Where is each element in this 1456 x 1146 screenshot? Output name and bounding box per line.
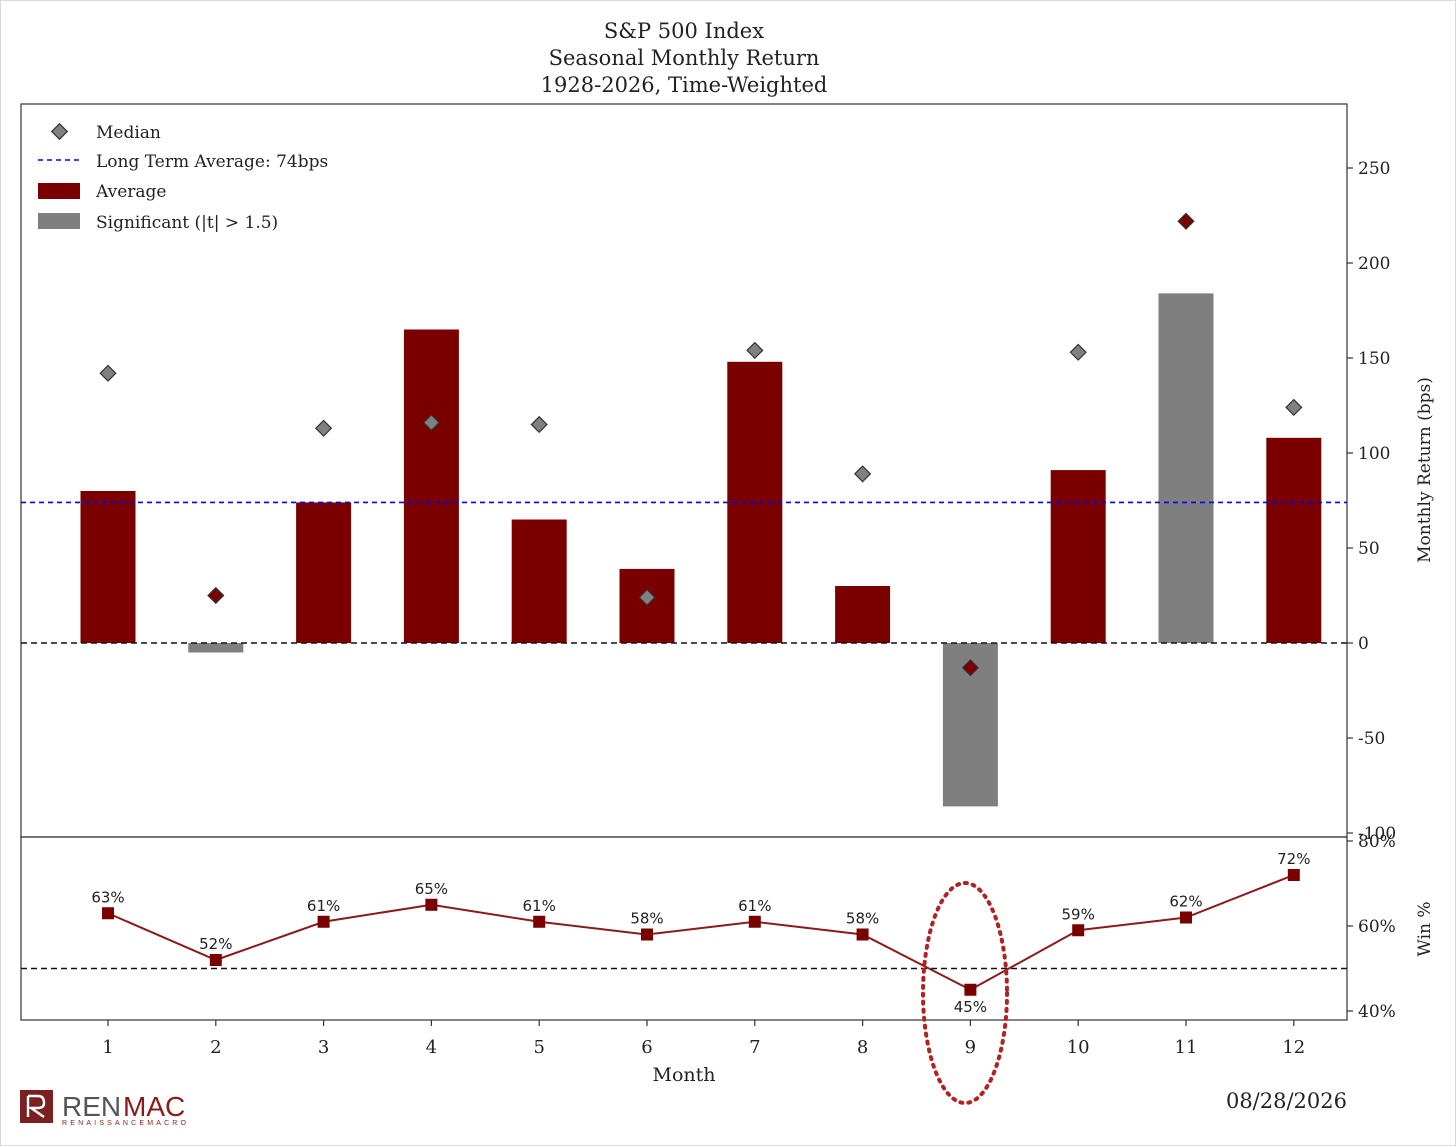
x-tick-label-3: 3 <box>318 1037 329 1058</box>
win-rate-point-1 <box>102 907 114 920</box>
median-markers <box>99 212 1303 677</box>
x-tick-label-4: 4 <box>426 1037 437 1058</box>
average-bar-12 <box>1266 437 1322 643</box>
average-bar-8 <box>835 586 891 643</box>
win-rate-point-12 <box>1287 869 1300 881</box>
win-rate-label-7: 61% <box>738 897 771 915</box>
win-rate-label-12: 72% <box>1277 850 1310 868</box>
top-y-tick-label: 200 <box>1358 254 1390 274</box>
win-rate-point-10 <box>1072 924 1085 937</box>
bottom-y-tick-label: 80% <box>1358 832 1396 852</box>
win-rate-label-9: 45% <box>954 998 987 1016</box>
win-rate-label-10: 59% <box>1062 905 1095 923</box>
win-rate-point-3 <box>317 915 330 928</box>
legend: Median Long Term Average: 74bps Average … <box>38 122 328 233</box>
renmac-logo: REN MAC RENAISSANCEMACRO <box>20 1090 187 1127</box>
win-rate-label-11: 62% <box>1169 893 1202 911</box>
chart-date: 08/28/2026 <box>1226 1089 1347 1113</box>
top-y-tick-label: 50 <box>1358 539 1380 559</box>
median-marker-6 <box>638 588 656 607</box>
top-y-tick-label: 150 <box>1358 349 1390 369</box>
top-y-tick-label: -50 <box>1358 729 1385 749</box>
x-tick-label-5: 5 <box>533 1037 544 1058</box>
median-marker-4 <box>422 413 441 432</box>
win-rate-label-8: 58% <box>846 910 879 928</box>
win-rate-line <box>107 874 1295 991</box>
logo-mark-glyph <box>26 1094 46 1118</box>
median-marker-10 <box>1069 343 1087 361</box>
reference-lines <box>21 501 1347 970</box>
bottom-y-tick-label: 40% <box>1358 1002 1396 1022</box>
average-bar-4 <box>403 329 459 643</box>
median-marker-11 <box>1177 212 1195 230</box>
bottom-y-axis-label: Win % <box>1415 901 1435 956</box>
legend-average-label: Average <box>95 182 166 202</box>
win-rate-point-6 <box>641 928 653 941</box>
x-tick-label-12: 12 <box>1282 1037 1305 1058</box>
win-rate-label-3: 61% <box>307 897 340 915</box>
x-tick-label-11: 11 <box>1175 1037 1198 1058</box>
chart-title-line-1: S&P 500 Index <box>604 19 764 43</box>
median-marker-1 <box>99 364 117 382</box>
win-rate-point-7 <box>748 915 761 928</box>
legend-average-swatch <box>38 183 80 199</box>
median-marker-12 <box>1285 398 1303 417</box>
average-bar-5 <box>511 519 567 643</box>
win-rate-point-4 <box>425 898 438 911</box>
x-tick-label-2: 2 <box>210 1037 221 1058</box>
top-y-tick-label: 0 <box>1358 634 1369 654</box>
average-bar-2 <box>188 643 244 653</box>
legend-long-term-label: Long Term Average: 74bps <box>96 152 328 172</box>
x-tick-label-8: 8 <box>857 1037 868 1058</box>
win-rate-point-8 <box>856 928 869 941</box>
median-marker-8 <box>853 465 872 483</box>
logo-tagline: RENAISSANCEMACRO <box>62 1120 187 1127</box>
x-tick-label-9: 9 <box>965 1037 976 1058</box>
median-marker-3 <box>314 419 333 437</box>
x-tick-label-10: 10 <box>1067 1037 1090 1058</box>
top-y-tick-label: 100 <box>1358 444 1390 464</box>
median-marker-5 <box>530 415 548 434</box>
legend-significant-label: Significant (|t| > 1.5) <box>96 213 278 233</box>
x-tick-label-7: 7 <box>749 1037 760 1058</box>
win-rate-label-2: 52% <box>199 935 232 953</box>
win-rate-label-1: 63% <box>91 888 124 906</box>
bottom-plot-frame <box>20 836 1348 1021</box>
legend-median-label: Median <box>96 123 161 143</box>
average-bar-3 <box>296 502 352 643</box>
win-rate-point-2 <box>209 954 222 966</box>
legend-median-marker <box>50 122 69 141</box>
average-bar-10 <box>1050 470 1106 643</box>
bars-group <box>80 293 1322 807</box>
legend-significant-swatch <box>38 213 80 229</box>
x-axis-label: Month <box>652 1064 715 1086</box>
win-line-group: 63% 52% 61% 65% 61% 58% 61% 58% 45% 59% 62% 72% <box>91 850 1310 1016</box>
average-bar-11 <box>1158 293 1214 643</box>
win-rate-label-4: 65% <box>415 880 448 898</box>
chart-title-line-3: 1928-2026, Time-Weighted <box>541 73 828 97</box>
x-tick-label-1: 1 <box>102 1037 113 1058</box>
median-marker-2 <box>207 586 225 605</box>
win-rate-point-5 <box>533 915 546 928</box>
win-rate-point-11 <box>1180 911 1192 924</box>
chart-title-line-2: Seasonal Monthly Return <box>549 46 820 70</box>
x-tick-label-6: 6 <box>641 1037 652 1058</box>
win-rate-label-6: 58% <box>630 910 663 928</box>
median-marker-7 <box>746 341 764 360</box>
median-marker-9 <box>961 659 980 677</box>
top-y-axis-label: Monthly Return (bps) <box>1415 377 1435 563</box>
average-bar-1 <box>80 491 136 643</box>
top-y-tick-label: -100 <box>1358 824 1396 844</box>
highlight-ellipse <box>921 881 1009 1105</box>
top-y-tick-label: 250 <box>1358 159 1390 179</box>
bottom-y-tick-label: 60% <box>1358 917 1396 937</box>
win-rate-label-5: 61% <box>523 897 556 915</box>
logo-name-right: MAC <box>123 1091 185 1122</box>
logo-name-left: REN <box>62 1091 121 1122</box>
win-rate-point-9 <box>964 983 977 996</box>
